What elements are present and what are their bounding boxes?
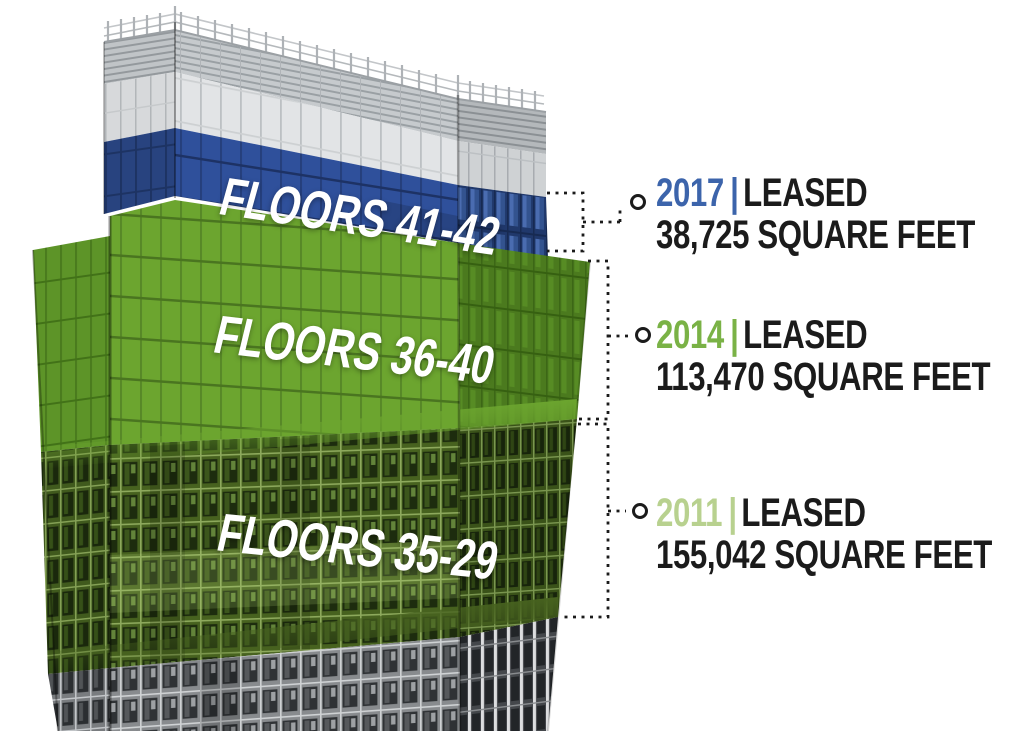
blue-left-face <box>104 128 175 214</box>
divider-bar: | <box>730 313 739 357</box>
lease-year: 2017 | <box>656 171 739 215</box>
lease-status: LEASED <box>741 491 866 535</box>
blue-front-face <box>175 128 458 243</box>
green-front-face <box>110 200 460 445</box>
leader-marker-2017 <box>630 194 646 210</box>
lease-year-line: 2011 | LEASED <box>656 492 992 534</box>
lease-annotation-2011: 2011 | LEASED 155,042 SQUARE FEET <box>656 492 992 576</box>
dark-to-gray-fade <box>48 597 558 674</box>
dark-side-face <box>460 419 577 637</box>
crown-louver-front-face <box>175 30 458 141</box>
green-to-dark-fade <box>41 399 577 469</box>
lease-status: LEASED <box>743 171 868 215</box>
wing-left-edge <box>32 249 59 731</box>
dark-streak-1 <box>150 444 185 671</box>
building-lower-floors <box>48 597 558 731</box>
divider-bar: | <box>728 491 737 535</box>
leader-markers <box>630 194 651 519</box>
band-floors-35-29 <box>41 399 577 674</box>
crown-glass-left-face <box>104 72 175 142</box>
gray-front-face <box>110 637 460 731</box>
dark-streak-2 <box>280 438 310 662</box>
lease-year: 2011 | <box>656 491 737 535</box>
lease-area: 113,470 SQUARE FEET <box>656 355 991 399</box>
lease-status: LEASED <box>743 313 868 357</box>
lease-annotation-2017: 2017 | LEASED 38,725 SQUARE FEET <box>656 172 975 256</box>
crown-glass-side-face <box>458 141 546 197</box>
leader-marker-2014 <box>635 327 651 343</box>
band-floors-36-40 <box>33 200 590 452</box>
right-corner-edge <box>456 94 462 731</box>
leader-bracket-2017 <box>547 191 585 253</box>
gray-streak <box>200 657 240 731</box>
dark-front-face <box>110 428 460 668</box>
building-crown <box>103 6 547 197</box>
gray-side-face <box>460 617 558 731</box>
lease-year-line: 2014 | LEASED <box>656 314 990 356</box>
dark-reflection-band <box>110 540 460 613</box>
dark-wing-face <box>41 445 110 674</box>
blue-reflection <box>380 200 458 243</box>
crown-fins <box>106 6 537 113</box>
crown-glass-front-face <box>175 72 458 185</box>
leader-branch-2017 <box>583 206 622 224</box>
crown-louver-side-face <box>458 99 546 154</box>
leader-bracket-2011 <box>560 422 610 619</box>
crown-louver-left-face <box>104 30 175 84</box>
green-wing-face <box>33 236 110 452</box>
lease-area: 38,725 SQUARE FEET <box>656 213 975 257</box>
lease-year-line: 2017 | LEASED <box>656 172 975 214</box>
band-floors-41-42 <box>104 128 548 258</box>
building-edges <box>32 22 591 731</box>
divider-bar: | <box>730 171 739 215</box>
lease-area: 155,042 SQUARE FEET <box>656 533 992 577</box>
leader-bracket-2014 <box>578 259 610 421</box>
lease-annotation-2014: 2014 | LEASED 113,470 SQUARE FEET <box>656 314 991 399</box>
lower-right-edge <box>547 261 591 731</box>
gray-wing-face <box>48 668 110 731</box>
crown-top-edge <box>103 28 547 113</box>
lease-year: 2014 | <box>656 313 739 357</box>
blue-side-face <box>458 185 548 258</box>
leader-marker-2011 <box>632 503 648 519</box>
green-side-face <box>458 243 590 428</box>
leader-lines <box>547 191 628 619</box>
